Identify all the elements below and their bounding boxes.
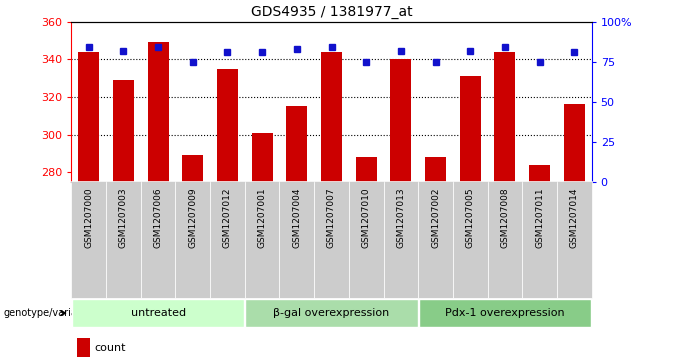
Text: GSM1207001: GSM1207001 bbox=[258, 187, 267, 248]
Text: GSM1207011: GSM1207011 bbox=[535, 187, 544, 248]
Bar bbox=[494, 52, 515, 182]
Bar bbox=[349, 182, 384, 298]
Text: GSM1207000: GSM1207000 bbox=[84, 187, 93, 248]
Text: genotype/variation: genotype/variation bbox=[3, 308, 96, 318]
Bar bbox=[210, 182, 245, 298]
Text: GSM1207004: GSM1207004 bbox=[292, 187, 301, 248]
Text: GSM1207013: GSM1207013 bbox=[396, 187, 405, 248]
Bar bbox=[113, 80, 134, 182]
Bar bbox=[321, 52, 342, 182]
Bar bbox=[106, 182, 141, 298]
Bar bbox=[529, 164, 550, 182]
Bar bbox=[522, 182, 557, 298]
Bar bbox=[217, 69, 238, 182]
Bar bbox=[356, 157, 377, 182]
FancyBboxPatch shape bbox=[419, 299, 591, 327]
Bar bbox=[488, 182, 522, 298]
Text: GSM1207002: GSM1207002 bbox=[431, 187, 440, 248]
Bar bbox=[557, 182, 592, 298]
Bar bbox=[286, 106, 307, 182]
Text: GSM1207006: GSM1207006 bbox=[154, 187, 163, 248]
FancyBboxPatch shape bbox=[72, 299, 244, 327]
Bar bbox=[182, 155, 203, 182]
FancyBboxPatch shape bbox=[245, 299, 418, 327]
Bar bbox=[78, 52, 99, 182]
Text: GSM1207014: GSM1207014 bbox=[570, 187, 579, 248]
Bar bbox=[279, 182, 314, 298]
Bar bbox=[71, 182, 106, 298]
Bar bbox=[418, 182, 453, 298]
Bar bbox=[141, 182, 175, 298]
Text: GSM1207012: GSM1207012 bbox=[223, 187, 232, 248]
Bar bbox=[390, 60, 411, 182]
Text: GSM1207010: GSM1207010 bbox=[362, 187, 371, 248]
Text: Pdx-1 overexpression: Pdx-1 overexpression bbox=[445, 308, 564, 318]
Bar bbox=[460, 76, 481, 182]
Bar bbox=[245, 182, 279, 298]
Text: GSM1207009: GSM1207009 bbox=[188, 187, 197, 248]
Text: GSM1207005: GSM1207005 bbox=[466, 187, 475, 248]
Text: GSM1207008: GSM1207008 bbox=[500, 187, 509, 248]
Text: count: count bbox=[95, 343, 126, 352]
Text: β-gal overexpression: β-gal overexpression bbox=[273, 308, 390, 318]
Text: GSM1207007: GSM1207007 bbox=[327, 187, 336, 248]
Bar bbox=[564, 105, 585, 182]
Text: untreated: untreated bbox=[131, 308, 186, 318]
Bar bbox=[314, 182, 349, 298]
Text: GSM1207003: GSM1207003 bbox=[119, 187, 128, 248]
Bar bbox=[77, 338, 90, 357]
Title: GDS4935 / 1381977_at: GDS4935 / 1381977_at bbox=[251, 5, 412, 19]
Bar bbox=[453, 182, 488, 298]
Bar bbox=[252, 132, 273, 182]
Bar bbox=[384, 182, 418, 298]
Bar bbox=[175, 182, 210, 298]
Bar bbox=[148, 42, 169, 182]
Bar bbox=[425, 157, 446, 182]
